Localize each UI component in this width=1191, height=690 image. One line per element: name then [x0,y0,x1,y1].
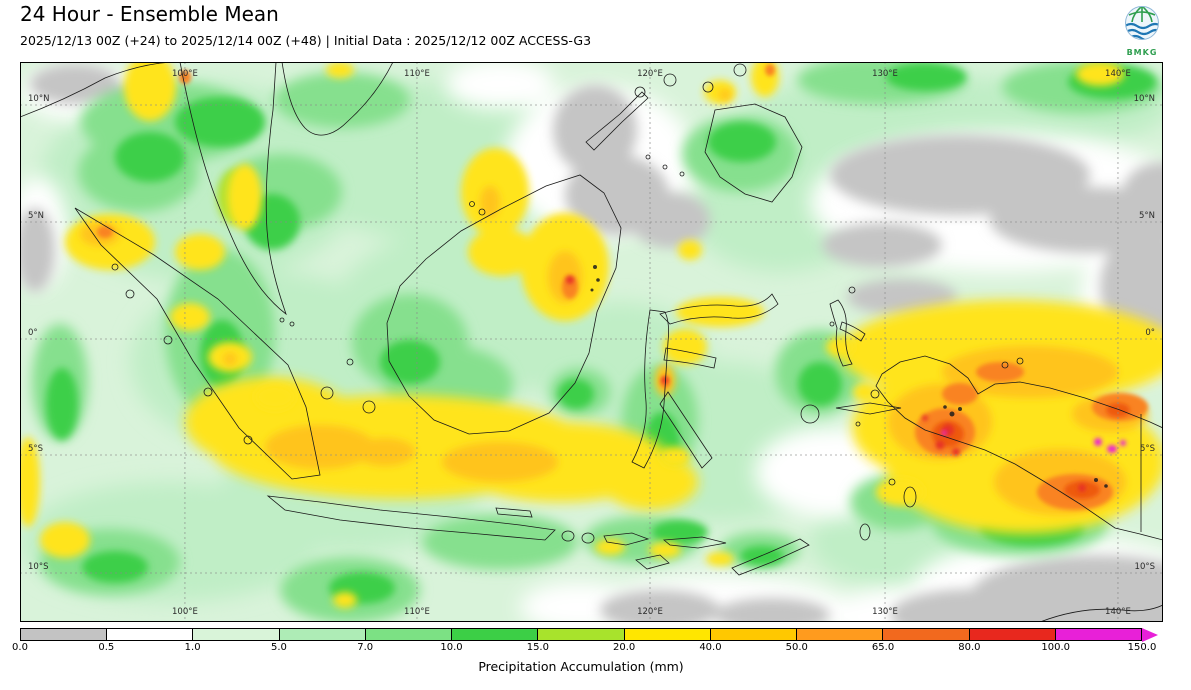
legend-color-segment [21,629,108,640]
page-title: 24 Hour - Ensemble Mean [20,2,279,26]
precip-blob-brightgreen [46,63,1156,604]
legend-color-segment [883,629,970,640]
precip-blob-extreme [590,265,1108,488]
legend-ticks: 0.0 0.5 1.0 5.0 7.0 10.0 15.0 20.0 40.0 50.0 65.0 8… [12,642,1156,656]
lon-tick-label-top: 140°E [1105,69,1131,79]
legend-tick-label: 65.0 [871,642,895,653]
bmkg-logo-icon [1125,6,1159,40]
precip-blob-orange [97,64,1148,510]
lat-tick-label-right: 5°S [1140,444,1155,454]
legend-color-segment [365,629,453,640]
legend-color-segment [107,629,194,640]
legend-color-segment [538,629,625,640]
lon-tick-label-top: 120°E [637,69,663,79]
lon-tick-label-bottom: 130°E [872,607,898,617]
lon-tick-label-bottom: 140°E [1105,607,1131,617]
lon-tick-label-top: 100°E [172,69,198,79]
legend-tick-label: 10.0 [440,642,463,653]
bmkg-logo-text: BMKG [1126,48,1158,57]
legend-tick-label: 0.5 [98,642,115,653]
legend-arrow [1142,627,1158,642]
legend-tick-label: 15.0 [526,642,549,653]
lat-tick-label-right: 10°N [1134,94,1155,104]
lat-tick-label-left: 5°N [28,211,44,221]
lat-tick-label-right: 10°S [1135,562,1155,572]
legend-color-segment [710,629,798,640]
legend-colorbar-segments [20,628,1142,641]
lat-tick-label-left: 0° [28,328,38,338]
legend-tick-label: 7.0 [357,642,374,653]
lon-tick-label-bottom: 110°E [404,607,430,617]
lat-tick-label-left: 5°S [28,444,43,454]
legend: 0.0 0.5 1.0 5.0 7.0 10.0 15.0 20.0 40.0 50.0 65.0 8… [12,627,1163,674]
legend-title: Precipitation Accumulation (mm) [478,659,684,674]
legend-color-segment [969,629,1056,640]
legend-color-segment [1055,629,1142,640]
lat-tick-label-left: 10°N [28,94,49,104]
legend-color-segment [452,629,539,640]
forecast-period-subtitle: 2025/12/13 00Z (+24) to 2025/12/14 00Z (… [20,33,592,48]
legend-color-segment [279,629,366,640]
map-border [20,62,1163,622]
legend-tick-label: 1.0 [184,642,201,653]
precipitation-map: 100°E 100°E 110°E 110°E 120°E 120°E 130°E 130°E… [20,62,1163,622]
legend-tick-label: 150.0 [1127,642,1157,653]
legend-tick-label: 20.0 [613,642,636,653]
legend-tick-label: 5.0 [270,642,287,653]
legend-tick-label: 40.0 [699,642,722,653]
map-canvas: 100°E 100°E 110°E 110°E 120°E 120°E 130°E 130°E… [20,62,1163,622]
lon-tick-label-top: 130°E [872,69,898,79]
lat-tick-label-right: 0° [1145,328,1155,338]
legend-color-segment [797,629,884,640]
precip-blob-magenta [941,430,1126,453]
grid-labels: 100°E 100°E 110°E 110°E 120°E 120°E 130°E 130°E… [28,69,1155,617]
legend-tick-label: 100.0 [1041,642,1071,653]
precipitation-field [20,62,1163,622]
legend-colorbar [20,627,1163,642]
lon-tick-label-bottom: 120°E [637,607,663,617]
legend-tick-label: 50.0 [785,642,808,653]
lon-tick-label-top: 110°E [404,69,430,79]
legend-color-segment [193,629,280,640]
bmkg-logo: BMKG [1116,2,1168,57]
legend-tick-label: 0.0 [12,642,28,653]
coastlines [20,62,1163,622]
lat-tick-label-right: 5°N [1139,211,1155,221]
legend-tick-label: 80.0 [958,642,981,653]
lat-tick-label-left: 10°S [28,562,48,572]
lon-tick-label-bottom: 100°E [172,607,198,617]
legend-color-segment [624,629,711,640]
